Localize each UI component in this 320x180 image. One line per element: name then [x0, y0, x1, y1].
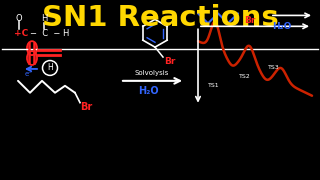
- Text: +C: +C: [14, 29, 28, 38]
- Text: Br: Br: [164, 57, 175, 66]
- Text: TS1: TS1: [208, 83, 220, 88]
- Text: Br: Br: [80, 102, 92, 112]
- Text: Solvolysis: Solvolysis: [135, 70, 169, 76]
- Text: Br: Br: [244, 16, 255, 25]
- Text: −  C  − H: − C − H: [30, 29, 69, 38]
- Text: H: H: [47, 64, 53, 73]
- Text: TS2: TS2: [239, 74, 251, 79]
- Text: O: O: [16, 14, 22, 23]
- Text: H₂O: H₂O: [272, 22, 292, 31]
- Text: TS3: TS3: [268, 66, 280, 70]
- Text: SN1 Reactions: SN1 Reactions: [42, 4, 278, 32]
- Text: e⁻: e⁻: [25, 71, 33, 77]
- Text: H: H: [41, 14, 47, 23]
- Text: H₂O: H₂O: [138, 86, 158, 96]
